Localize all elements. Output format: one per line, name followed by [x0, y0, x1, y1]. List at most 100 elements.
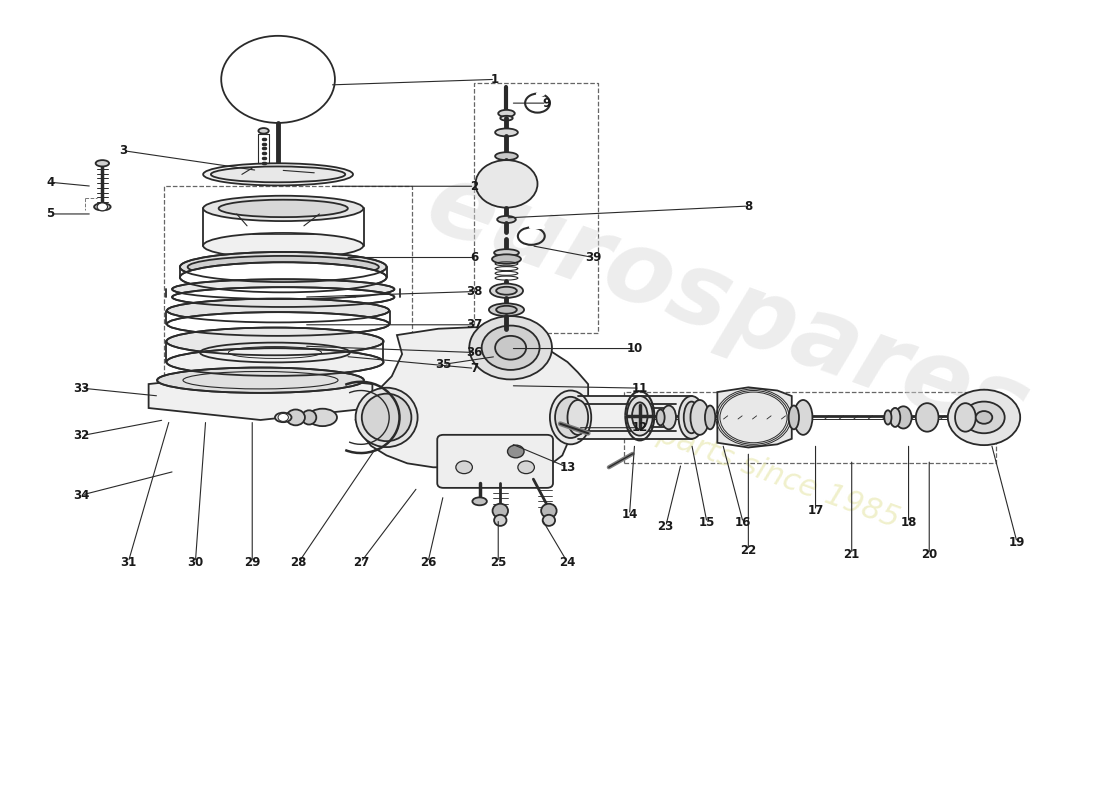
- Text: 37: 37: [466, 318, 483, 331]
- Ellipse shape: [204, 233, 363, 258]
- Text: 35: 35: [436, 358, 452, 371]
- Text: 32: 32: [74, 429, 90, 442]
- Ellipse shape: [495, 129, 518, 136]
- Text: 23: 23: [658, 520, 674, 533]
- Ellipse shape: [691, 400, 710, 435]
- Text: 4: 4: [46, 176, 55, 189]
- Text: 29: 29: [244, 556, 261, 569]
- Text: 18: 18: [901, 516, 916, 530]
- Text: 33: 33: [74, 382, 90, 394]
- Text: 3: 3: [119, 144, 128, 157]
- Ellipse shape: [498, 110, 515, 117]
- Ellipse shape: [884, 410, 891, 425]
- Ellipse shape: [661, 406, 676, 430]
- Text: 9: 9: [542, 97, 551, 110]
- Ellipse shape: [488, 303, 524, 316]
- Text: 2: 2: [471, 180, 478, 193]
- Ellipse shape: [494, 514, 506, 526]
- Ellipse shape: [166, 348, 384, 376]
- Text: 7: 7: [471, 362, 478, 375]
- Text: a part of your parts since 1985: a part of your parts since 1985: [449, 345, 903, 534]
- Text: 31: 31: [120, 556, 136, 569]
- Text: 13: 13: [559, 461, 575, 474]
- Ellipse shape: [204, 196, 363, 221]
- Text: 28: 28: [290, 556, 307, 569]
- FancyBboxPatch shape: [437, 435, 553, 488]
- Polygon shape: [578, 396, 692, 438]
- Ellipse shape: [362, 394, 411, 441]
- Text: 22: 22: [740, 544, 757, 557]
- Text: 21: 21: [844, 548, 860, 561]
- Ellipse shape: [568, 400, 588, 435]
- Circle shape: [470, 316, 552, 379]
- Text: 25: 25: [490, 556, 506, 569]
- Ellipse shape: [167, 312, 389, 336]
- Ellipse shape: [493, 504, 508, 518]
- Ellipse shape: [657, 410, 664, 426]
- Polygon shape: [717, 387, 792, 447]
- Text: 38: 38: [466, 285, 483, 298]
- Circle shape: [964, 402, 1004, 434]
- Text: 30: 30: [187, 556, 204, 569]
- Ellipse shape: [490, 284, 522, 298]
- Ellipse shape: [188, 256, 378, 278]
- Ellipse shape: [916, 403, 938, 432]
- Ellipse shape: [172, 279, 394, 299]
- Ellipse shape: [355, 388, 418, 447]
- Circle shape: [482, 326, 540, 370]
- Ellipse shape: [166, 327, 384, 355]
- Ellipse shape: [684, 402, 700, 434]
- Ellipse shape: [500, 116, 513, 121]
- Text: 17: 17: [807, 504, 824, 518]
- Ellipse shape: [95, 203, 111, 210]
- Ellipse shape: [955, 403, 976, 432]
- Text: 15: 15: [698, 516, 715, 530]
- Text: eurospares: eurospares: [414, 155, 1042, 462]
- Ellipse shape: [96, 160, 109, 166]
- Circle shape: [507, 445, 524, 458]
- Text: 8: 8: [745, 199, 752, 213]
- Ellipse shape: [211, 166, 345, 182]
- Text: 16: 16: [735, 516, 751, 530]
- Ellipse shape: [705, 406, 715, 430]
- Circle shape: [948, 390, 1020, 445]
- Ellipse shape: [301, 410, 317, 425]
- Text: 19: 19: [1009, 536, 1025, 549]
- Ellipse shape: [286, 410, 305, 426]
- Ellipse shape: [541, 504, 557, 518]
- Ellipse shape: [789, 406, 799, 430]
- Ellipse shape: [495, 152, 518, 160]
- Circle shape: [221, 36, 334, 123]
- Circle shape: [97, 203, 108, 210]
- Ellipse shape: [492, 254, 521, 264]
- Ellipse shape: [895, 406, 912, 429]
- Ellipse shape: [794, 400, 813, 435]
- Ellipse shape: [180, 252, 386, 282]
- Text: 20: 20: [921, 548, 937, 561]
- Ellipse shape: [679, 396, 704, 438]
- Circle shape: [495, 336, 526, 360]
- Circle shape: [475, 160, 538, 208]
- Ellipse shape: [496, 306, 517, 314]
- Text: 6: 6: [471, 251, 478, 264]
- Polygon shape: [355, 327, 588, 467]
- Text: 27: 27: [353, 556, 369, 569]
- Text: 39: 39: [585, 251, 602, 264]
- Text: 36: 36: [466, 346, 483, 359]
- Text: 11: 11: [631, 382, 648, 394]
- Ellipse shape: [497, 216, 516, 223]
- Text: 34: 34: [74, 489, 90, 502]
- Ellipse shape: [180, 262, 386, 292]
- Ellipse shape: [556, 397, 586, 438]
- Text: 14: 14: [621, 508, 638, 522]
- Ellipse shape: [627, 396, 652, 436]
- Text: 10: 10: [627, 342, 642, 355]
- Ellipse shape: [472, 498, 487, 506]
- Ellipse shape: [258, 128, 268, 134]
- Ellipse shape: [219, 200, 348, 217]
- Text: 5: 5: [46, 207, 55, 221]
- Ellipse shape: [550, 390, 591, 444]
- Circle shape: [976, 411, 992, 424]
- Circle shape: [455, 461, 472, 474]
- Ellipse shape: [204, 163, 353, 186]
